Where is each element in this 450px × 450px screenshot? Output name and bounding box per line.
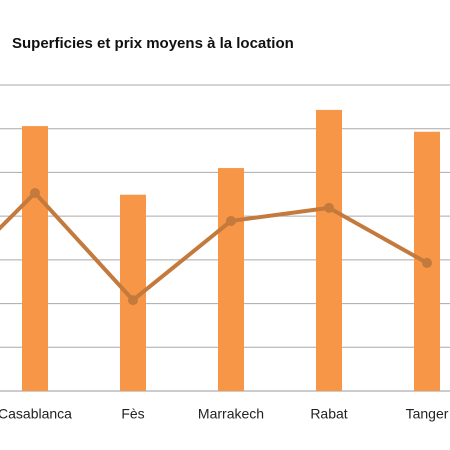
x-tick-label: Rabat — [310, 406, 347, 422]
chart-title: Superficies et prix moyens à la location — [12, 35, 294, 52]
bar — [218, 168, 244, 391]
x-tick-label: Casablanca — [0, 406, 72, 422]
line-point — [30, 187, 40, 198]
line-point — [324, 202, 334, 213]
x-tick-label: Fès — [121, 406, 144, 422]
bar — [22, 126, 48, 391]
line — [0, 190, 428, 303]
line-point — [128, 295, 138, 306]
x-tick-label: Tanger — [406, 406, 449, 422]
x-tick-label: Marrakech — [198, 406, 264, 422]
bar — [316, 109, 342, 391]
line-point — [422, 257, 432, 268]
line-point — [226, 215, 236, 226]
